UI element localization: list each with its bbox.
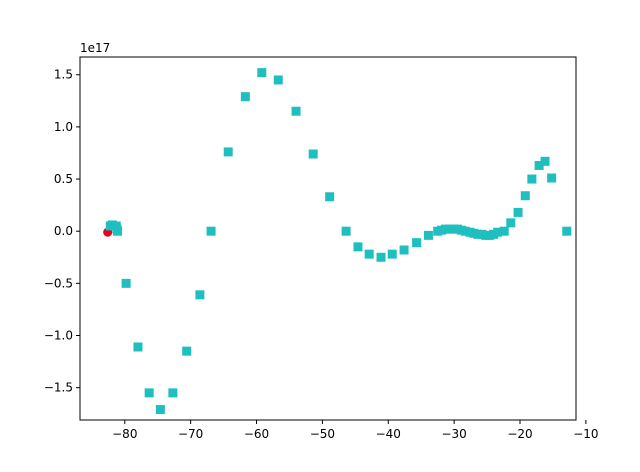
series-1-point: [195, 290, 205, 300]
series-1-point: [499, 226, 509, 236]
data-points: [103, 68, 572, 415]
series-1-point: [527, 174, 537, 184]
series-1-point: [133, 342, 143, 352]
series-1-point: [376, 252, 386, 262]
x-tick-label: −10: [573, 427, 598, 441]
series-1-point: [291, 106, 301, 116]
series-1-point: [308, 149, 318, 159]
series-1-point: [540, 156, 550, 166]
x-tick-label: −20: [507, 427, 532, 441]
series-1-point: [182, 346, 192, 356]
x-axis: −80 −70 −60 −50 −40 −30 −20 −10: [112, 420, 599, 441]
series-1-point: [240, 92, 250, 102]
x-tick-label: −70: [178, 427, 203, 441]
y-tick-label: −0.5: [44, 276, 73, 290]
series-1-point: [534, 160, 544, 170]
series-1-point: [387, 249, 397, 259]
y-tick-label: −1.0: [44, 329, 73, 343]
series-1-point: [273, 75, 283, 85]
series-1-point: [206, 226, 216, 236]
series-1-point: [562, 226, 572, 236]
series-1-point: [493, 227, 503, 237]
series-1-point: [520, 191, 530, 201]
series-1-point: [460, 226, 470, 236]
series-1-point: [399, 245, 409, 255]
y-tick-label: 1.0: [54, 120, 73, 134]
series-1-point: [547, 173, 557, 183]
series-1-point: [513, 207, 523, 217]
plot-background: [80, 57, 576, 420]
x-tick-label: −80: [112, 427, 137, 441]
series-1-point: [121, 278, 131, 288]
y-tick-label: 0.5: [54, 172, 73, 186]
series-1-point: [341, 226, 351, 236]
series-1-point: [155, 405, 165, 415]
x-tick-label: −40: [376, 427, 401, 441]
series-1-point: [423, 230, 433, 240]
series-1-point: [223, 147, 233, 157]
series-1-point: [168, 388, 178, 398]
y-axis: −1.5 −1.0 −0.5 0.0 0.5 1.0 1.5: [44, 68, 80, 395]
series-1-point: [506, 218, 516, 228]
series-1-point: [144, 388, 154, 398]
y-tick-label: 0.0: [54, 224, 73, 238]
series-1-point: [325, 192, 335, 202]
y-tick-label: −1.5: [44, 381, 73, 395]
series-1-point: [364, 249, 374, 259]
y-axis-offset-label: 1e17: [80, 41, 110, 55]
plot-frame: [79, 56, 577, 421]
x-tick-label: −30: [441, 427, 466, 441]
y-tick-label: 1.5: [54, 68, 73, 82]
series-1-point: [353, 242, 363, 252]
series-1-point: [412, 238, 422, 248]
x-tick-label: −50: [310, 427, 335, 441]
series-1-point: [257, 68, 267, 78]
x-tick-label: −60: [244, 427, 269, 441]
series-1-point: [113, 226, 123, 236]
